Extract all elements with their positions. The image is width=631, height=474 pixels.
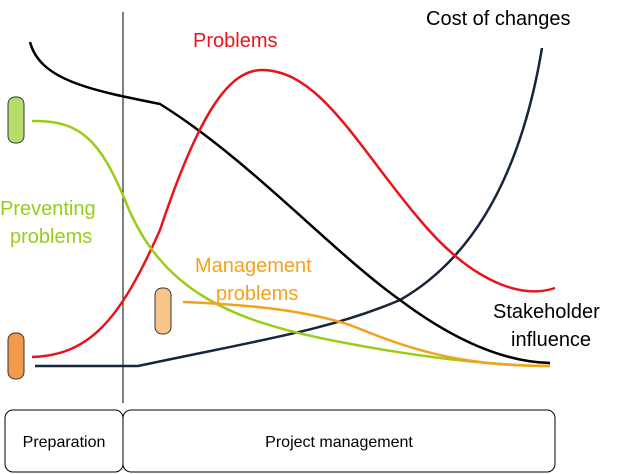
stakeholder-label: Stakeholder [493,301,600,323]
preventing-label: problems [10,226,92,248]
check-icon [7,96,25,144]
stakeholder-label: influence [511,329,591,351]
cost-label: Cost of changes [426,8,571,30]
tool-icon [154,287,172,335]
management-label: problems [216,283,298,305]
preventing-curve [31,119,551,368]
preventing-label: Preventing [0,198,96,220]
problems-curve [31,68,556,359]
phase-box [122,409,556,473]
stakeholder-curve [28,41,551,365]
management-curve [182,300,551,368]
management-label: Management [195,255,312,277]
warning-icon [7,332,25,380]
phase-label: Preparation [23,434,106,451]
phase-label: Project management [265,434,413,451]
problems-label: Problems [193,30,277,52]
